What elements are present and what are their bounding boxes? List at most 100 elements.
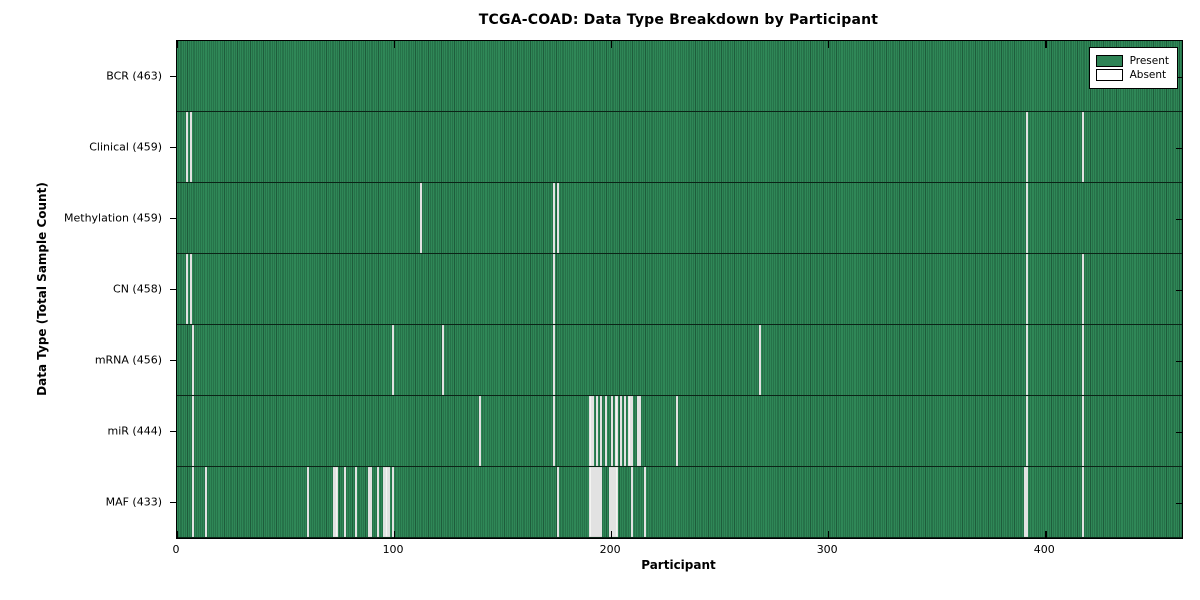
legend-swatch-absent [1095, 69, 1123, 81]
absent-stripe [556, 467, 560, 537]
absent-stripe [615, 467, 618, 537]
y-tick-mark-right [1176, 431, 1182, 433]
absent-stripe [387, 467, 390, 537]
legend-label-absent: Absent [1129, 69, 1167, 81]
absent-stripe [1025, 396, 1028, 466]
absent-stripe [1082, 325, 1085, 395]
x-tick-mark-bottom [828, 531, 830, 538]
absent-stripe [611, 467, 614, 537]
absent-stripe [758, 325, 761, 395]
absent-stripe [676, 396, 679, 466]
absent-stripe [1025, 325, 1028, 395]
absent-stripe [1082, 254, 1085, 324]
heatmap-row-mrna [177, 325, 1182, 396]
absent-stripe [608, 467, 612, 537]
absent-stripe [1025, 112, 1028, 182]
x-tick-mark-top [611, 41, 613, 48]
absent-stripe [595, 396, 599, 466]
absent-stripe [589, 396, 592, 466]
y-tick-mark [170, 288, 176, 290]
x-tick-label-0: 0 [172, 543, 180, 556]
absent-stripe [1082, 112, 1085, 182]
absent-stripe [1023, 467, 1026, 537]
x-tick-label-100: 100 [382, 543, 404, 556]
absent-stripe [613, 467, 616, 537]
absent-stripe [383, 467, 386, 537]
x-tick-label-300: 300 [816, 543, 838, 556]
absent-stripe [611, 396, 614, 466]
absent-stripe [192, 396, 195, 466]
plot-area: Present Absent [176, 40, 1183, 539]
absent-stripe [385, 467, 388, 537]
x-tick-label-400: 400 [1033, 543, 1055, 556]
absent-stripe [192, 325, 195, 395]
absent-stripe [333, 467, 336, 537]
absent-stripe [376, 467, 379, 537]
y-tick-mark [170, 146, 176, 148]
absent-stripe [637, 396, 640, 466]
y-tick-label-maf: MAF (433) [105, 495, 162, 508]
absent-stripe [368, 467, 371, 537]
absent-stripe [630, 396, 633, 466]
legend-label-present: Present [1129, 55, 1169, 67]
absent-stripe [556, 183, 560, 253]
y-tick-mark [170, 217, 176, 219]
y-tick-label-bcr: BCR (463) [106, 69, 162, 82]
absent-stripe [307, 467, 310, 537]
y-tick-mark-right [1176, 502, 1182, 504]
y-tick-mark-right [1176, 289, 1182, 291]
absent-stripe [335, 467, 338, 537]
heatmap-row-methylation [177, 183, 1182, 254]
absent-stripe [628, 396, 631, 466]
absent-stripe [190, 254, 193, 324]
absent-stripe [552, 325, 555, 395]
y-tick-mark [170, 501, 176, 503]
absent-stripe [190, 112, 193, 182]
absent-stripe [591, 396, 594, 466]
absent-stripe [1082, 467, 1085, 537]
y-tick-label-mir: miR (444) [107, 424, 163, 437]
x-tick-mark-top [177, 41, 179, 48]
absent-stripe [185, 112, 188, 182]
legend-entry-present: Present [1095, 55, 1169, 67]
absent-stripe [615, 396, 618, 466]
absent-stripe [1025, 467, 1028, 537]
absent-stripe [593, 467, 596, 537]
absent-stripe [552, 183, 555, 253]
x-tick-mark-top [828, 41, 830, 48]
x-tick-mark-bottom [177, 531, 179, 538]
absent-stripe [589, 467, 592, 537]
absent-stripe [354, 467, 358, 537]
absent-stripe [344, 467, 347, 537]
y-tick-label-clinical: Clinical (459) [89, 140, 162, 153]
absent-stripe [639, 396, 642, 466]
absent-stripe [205, 467, 208, 537]
x-tick-mark-bottom [394, 531, 396, 538]
x-axis-label: Participant [641, 558, 716, 572]
heatmap-row-mir [177, 396, 1182, 467]
heatmap-row-cn [177, 254, 1182, 325]
absent-stripe [598, 467, 601, 537]
absent-stripe [643, 467, 646, 537]
absent-stripe [604, 396, 607, 466]
heatmap-row-bcr [177, 41, 1182, 112]
x-tick-mark-bottom [1045, 531, 1047, 538]
legend-entry-absent: Absent [1095, 69, 1169, 81]
absent-stripe [1025, 254, 1028, 324]
absent-stripe [1082, 396, 1085, 466]
x-tick-label-200: 200 [599, 543, 621, 556]
heatmap-row-clinical [177, 112, 1182, 183]
chart-title: TCGA-COAD: Data Type Breakdown by Partic… [478, 12, 879, 28]
y-tick-mark-right [1176, 147, 1182, 149]
absent-stripe [630, 467, 633, 537]
absent-stripe [391, 467, 395, 537]
y-tick-label-cn: CN (458) [113, 282, 162, 295]
x-tick-mark-top [394, 41, 396, 48]
absent-stripe [595, 467, 599, 537]
legend-swatch-present [1095, 55, 1123, 67]
absent-stripe [478, 396, 481, 466]
y-tick-mark-right [1176, 360, 1182, 362]
absent-stripe [591, 467, 594, 537]
y-tick-mark [170, 430, 176, 432]
